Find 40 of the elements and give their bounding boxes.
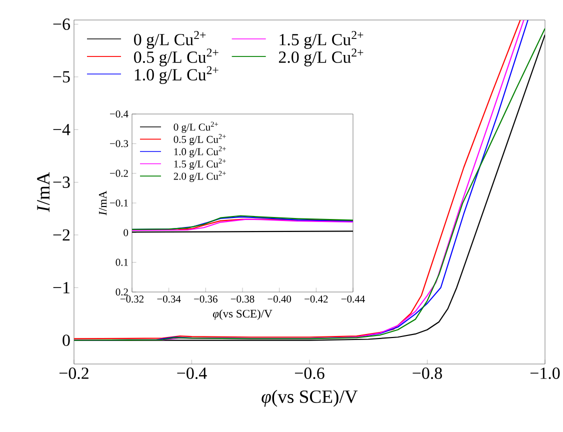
y-tick-label: −0.2 bbox=[110, 170, 128, 177]
legend-label: 0.5 g/L Cu$^{2+}$ bbox=[174, 134, 226, 146]
y-tick-label: −1 bbox=[53, 282, 70, 294]
x-tick-label: −0.34 bbox=[157, 296, 181, 303]
legend-label: 2.0 g/L Cu$^{2+}$ bbox=[174, 170, 226, 182]
y-tick-label: −2 bbox=[53, 229, 70, 241]
x-tick-label: −0.44 bbox=[341, 296, 365, 303]
x-tick-label: −0.32 bbox=[120, 296, 144, 303]
y-tick-label: 0 bbox=[62, 334, 70, 346]
y-tick-label: 0 bbox=[124, 229, 128, 236]
x-tick-label: −1.0 bbox=[530, 368, 560, 380]
x-tick-label: −0.38 bbox=[230, 296, 254, 303]
x-tick-label: −0.36 bbox=[194, 296, 218, 303]
x-tick-label: −0.4 bbox=[177, 368, 207, 380]
legend-label: 1.0 g/L Cu$^{2+}$ bbox=[134, 66, 218, 84]
y-tick-label: 0.2 bbox=[116, 288, 128, 296]
y-tick-label: −5 bbox=[53, 71, 70, 83]
y-tick-label: −3 bbox=[53, 176, 70, 188]
y-axis-title: I/mA bbox=[37, 172, 50, 212]
x-tick-label: −0.42 bbox=[304, 296, 328, 303]
legend-label: 2.0 g/L Cu$^{2+}$ bbox=[278, 48, 364, 66]
y-tick-label: −6 bbox=[53, 18, 70, 30]
legend-label: 0 g/L Cu$^{2+}$ bbox=[174, 122, 218, 133]
legend-label: 0.5 g/L Cu$^{2+}$ bbox=[134, 48, 218, 66]
line-series bbox=[132, 218, 353, 231]
legend-label: 1.5 g/L Cu$^{2+}$ bbox=[280, 31, 364, 49]
y-tick-label: 0.1 bbox=[116, 258, 128, 266]
legend-label: 1.0 g/L Cu$^{2+}$ bbox=[174, 146, 226, 158]
x-tick-label: −0.40 bbox=[268, 296, 292, 303]
y-tick-label: −0.1 bbox=[110, 199, 128, 207]
y-tick-label: −4 bbox=[53, 124, 70, 136]
y-axis-title: I/mA bbox=[98, 190, 107, 216]
x-axis-title: φ(vs SCE)/V bbox=[212, 309, 272, 320]
legend-label: 1.5 g/L Cu$^{2+}$ bbox=[174, 158, 226, 170]
x-tick-label: −0.6 bbox=[294, 368, 324, 380]
legend-label: 0 g/L Cu$^{2+}$ bbox=[134, 31, 206, 49]
x-tick-label: −0.8 bbox=[412, 368, 442, 380]
y-tick-label: −0.4 bbox=[110, 110, 128, 118]
x-axis-title: φ(vs SCE)/V bbox=[262, 390, 358, 407]
y-tick-label: −0.3 bbox=[110, 140, 128, 148]
